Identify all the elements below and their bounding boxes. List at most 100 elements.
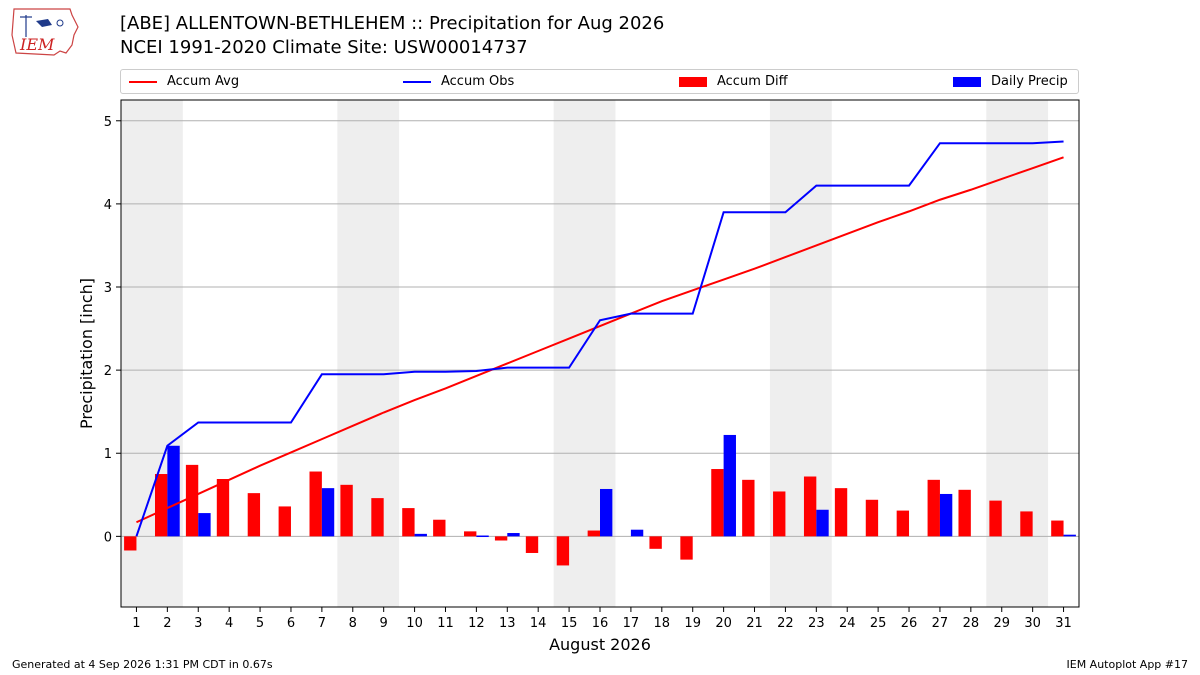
bar-accum-diff [587, 530, 600, 537]
bar-daily-precip [630, 529, 644, 537]
legend-accum-diff-label: Accum Diff [717, 74, 788, 89]
y-tick-label: 4 [104, 198, 112, 213]
x-tick-label: 18 [654, 616, 671, 631]
bar-accum-diff [278, 506, 291, 537]
footer-app: IEM Autoplot App #17 [1066, 658, 1189, 671]
x-tick-label: 13 [499, 616, 516, 631]
x-tick-label: 19 [684, 616, 701, 631]
x-tick-label: 28 [963, 616, 980, 631]
x-axis-label: August 2026 [549, 635, 651, 654]
bar-accum-diff [1020, 511, 1033, 537]
bar-daily-precip [507, 533, 520, 537]
iem-logo: IEM [8, 5, 80, 61]
bar-accum-diff [865, 499, 879, 537]
legend-accum-obs-swatch [403, 80, 431, 83]
bar-daily-precip [321, 488, 335, 537]
y-tick-label: 2 [104, 364, 112, 379]
chart-subtitle: NCEI 1991-2020 Climate Site: USW00014737 [120, 37, 528, 58]
x-tick-label: 27 [932, 616, 949, 631]
bar-accum-diff [834, 488, 848, 537]
bar-accum-diff [742, 479, 755, 537]
x-tick-label: 7 [318, 616, 326, 631]
bar-accum-diff [680, 536, 693, 560]
bar-accum-diff [402, 508, 415, 537]
x-tick-label: 15 [561, 616, 578, 631]
x-tick-label: 30 [1024, 616, 1041, 631]
x-tick-label: 6 [287, 616, 295, 631]
y-tick-label: 1 [104, 447, 112, 462]
bar-accum-diff [216, 479, 230, 537]
x-tick-label: 11 [437, 616, 454, 631]
bar-accum-diff [649, 536, 662, 549]
bar-accum-diff [773, 491, 786, 537]
x-tick-label: 24 [839, 616, 856, 631]
bar-accum-diff [340, 484, 353, 537]
x-tick-label: 2 [163, 616, 171, 631]
legend-accum-diff: Accum Diff [679, 74, 788, 90]
bar-accum-diff [371, 498, 384, 537]
bar-accum-diff [927, 479, 940, 537]
legend-accum-avg-label: Accum Avg [167, 74, 240, 89]
x-tick-label: 14 [530, 616, 547, 631]
x-tick-label: 5 [256, 616, 264, 631]
bar-accum-diff [556, 536, 570, 566]
bar-accum-diff [989, 500, 1002, 537]
bar-accum-diff [896, 510, 910, 537]
footer-generated: Generated at 4 Sep 2026 1:31 PM CDT in 0… [12, 658, 273, 671]
bar-accum-diff [185, 464, 199, 537]
x-tick-label: 31 [1055, 616, 1072, 631]
x-tick-label: 26 [901, 616, 918, 631]
legend-accum-diff-swatch [679, 76, 707, 87]
x-tick-label: 25 [870, 616, 887, 631]
bar-daily-precip [414, 533, 427, 537]
chart-title: [ABE] ALLENTOWN-BETHLEHEM :: Precipitati… [120, 13, 665, 34]
bar-daily-precip [476, 535, 489, 538]
bar-daily-precip [723, 434, 736, 537]
bar-accum-diff [433, 519, 446, 537]
x-tick-label: 9 [380, 616, 388, 631]
bar-daily-precip [816, 509, 829, 537]
line-accum-obs [135, 140, 1064, 537]
bar-accum-diff [154, 474, 168, 537]
legend: Accum Avg Accum Obs Accum Diff Daily Pre… [120, 69, 1079, 94]
bar-daily-precip [939, 493, 953, 537]
bar-daily-precip [167, 445, 180, 537]
bar-accum-diff [494, 536, 508, 541]
bar-accum-diff [525, 536, 539, 553]
legend-accum-avg: Accum Avg [129, 74, 239, 90]
legend-accum-avg-swatch [129, 80, 157, 83]
bar-accum-diff [1051, 520, 1064, 537]
y-axis-label: Precipitation [inch] [77, 278, 96, 429]
x-tick-label: 20 [715, 616, 732, 631]
bar-accum-diff [711, 469, 724, 537]
legend-accum-obs-label: Accum Obs [441, 74, 515, 89]
bar-accum-diff [803, 476, 817, 537]
bar-daily-precip [600, 488, 613, 537]
legend-daily-precip-swatch [953, 76, 981, 87]
bar-accum-diff [247, 493, 261, 537]
logo-text: IEM [19, 35, 55, 54]
x-tick-label: 17 [623, 616, 640, 631]
x-tick-label: 1 [132, 616, 140, 631]
x-tick-label: 12 [468, 616, 485, 631]
bar-accum-diff [124, 536, 137, 551]
y-tick-label: 3 [104, 281, 112, 296]
legend-accum-obs: Accum Obs [403, 74, 514, 90]
x-tick-label: 16 [592, 616, 609, 631]
x-tick-label: 29 [993, 616, 1010, 631]
y-tick-label: 0 [104, 530, 112, 545]
bar-daily-precip [198, 513, 211, 537]
bar-accum-diff [464, 531, 477, 537]
x-tick-label: 21 [746, 616, 763, 631]
bar-accum-diff [309, 471, 322, 537]
x-tick-label: 22 [777, 616, 794, 631]
x-tick-label: 10 [406, 616, 423, 631]
x-tick-label: 3 [194, 616, 202, 631]
x-tick-label: 8 [349, 616, 357, 631]
plot-frame [120, 99, 1080, 608]
legend-daily-precip-label: Daily Precip [991, 74, 1068, 89]
legend-daily-precip: Daily Precip [953, 74, 1068, 90]
x-tick-label: 23 [808, 616, 825, 631]
y-tick-label: 5 [104, 115, 112, 130]
